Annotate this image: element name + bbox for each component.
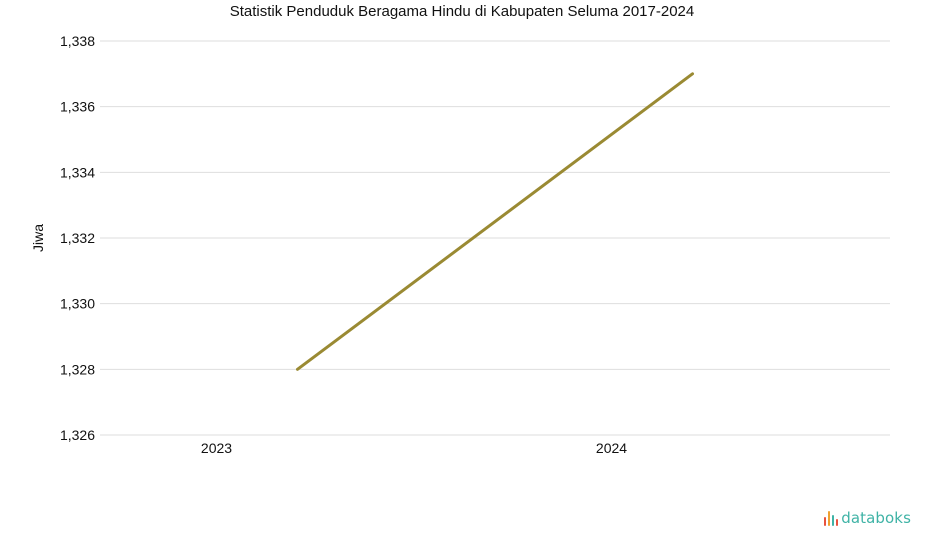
grid (100, 40, 890, 436)
databoks-logo-icon (824, 510, 839, 526)
databoks-brand: databoks (824, 509, 911, 527)
logo-bar (824, 517, 827, 526)
x-tick-label: 2024 (596, 440, 627, 456)
brand-text: databoks (841, 509, 911, 527)
x-axis-ticks: 2023 2024 (201, 440, 627, 456)
logo-bar (828, 511, 831, 526)
y-tick-label: 1,330 (60, 296, 95, 312)
y-axis-label: Jiwa (30, 224, 46, 252)
y-tick-label: 1,328 (60, 361, 95, 377)
series-line (296, 72, 694, 371)
series-layer (296, 72, 694, 371)
logo-bar (832, 515, 835, 526)
y-tick-label: 1,334 (60, 164, 95, 180)
x-tick-label: 2023 (201, 440, 232, 456)
y-tick-label: 1,336 (60, 99, 95, 115)
y-tick-label: 1,332 (60, 230, 95, 246)
chart-title: Statistik Penduduk Beragama Hindu di Kab… (230, 3, 694, 20)
y-tick-label: 1,338 (60, 33, 95, 49)
y-axis-ticks: 1,326 1,328 1,330 1,332 1,334 1,336 1,338 (60, 33, 95, 443)
y-tick-label: 1,326 (60, 427, 95, 443)
logo-bar (836, 519, 839, 526)
